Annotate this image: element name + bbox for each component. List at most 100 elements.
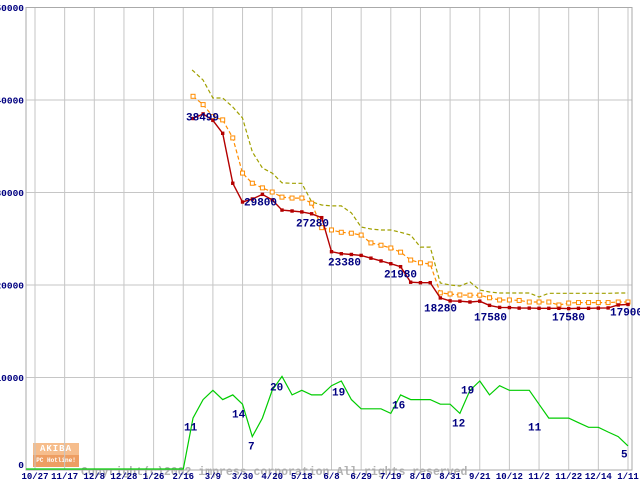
marker-average-price bbox=[427, 261, 433, 267]
marker-lowest-price bbox=[557, 306, 561, 311]
x-axis-tick-label: 8/10 bbox=[410, 472, 432, 480]
marker-lowest-price bbox=[191, 116, 195, 121]
logo-pc-hotline-text: PC Hotline! bbox=[33, 455, 79, 467]
shop-count-label: 11 bbox=[528, 423, 542, 435]
marker-lowest-price bbox=[448, 299, 452, 303]
marker-average-price bbox=[368, 240, 374, 246]
marker-average-price bbox=[467, 292, 473, 298]
x-axis-tick-label: 6/29 bbox=[350, 472, 372, 480]
marker-lowest-price bbox=[487, 303, 492, 308]
x-axis-tick-label: 1/26 bbox=[143, 472, 165, 480]
logo-akiba-text: AKIBA bbox=[33, 443, 79, 455]
marker-lowest-price bbox=[398, 264, 403, 269]
marker-average-price bbox=[240, 170, 246, 176]
shop-count-label: 20 bbox=[270, 383, 283, 395]
marker-lowest-price bbox=[329, 250, 334, 254]
x-axis-tick-label: 12/14 bbox=[585, 472, 613, 480]
series-shop-count bbox=[26, 375, 629, 470]
marker-average-price bbox=[299, 195, 305, 201]
marker-lowest-price bbox=[250, 197, 255, 201]
price-value-label: 27280 bbox=[296, 219, 329, 231]
shop-count-label: 12 bbox=[452, 419, 465, 431]
x-axis-tick-label: 10/27 bbox=[21, 472, 48, 480]
shop-count-label: 16 bbox=[392, 401, 405, 413]
marker-lowest-price bbox=[300, 210, 304, 214]
marker-lowest-price bbox=[418, 280, 423, 285]
x-axis-tick-label: 2/16 bbox=[172, 472, 194, 480]
marker-lowest-price bbox=[606, 306, 610, 310]
marker-lowest-price bbox=[290, 209, 294, 213]
y-axis-tick-label: 20000 bbox=[0, 281, 24, 292]
marker-average-price bbox=[200, 102, 206, 108]
x-axis-tick-label: 5/18 bbox=[291, 472, 313, 480]
x-axis-tick-label: 11/2 bbox=[528, 472, 550, 480]
marker-lowest-price bbox=[201, 112, 205, 116]
x-axis-tick-label: 3/30 bbox=[232, 472, 254, 480]
marker-average-price bbox=[388, 245, 394, 251]
marker-average-price bbox=[338, 229, 344, 235]
marker-lowest-price bbox=[369, 256, 373, 260]
shop-count-label: 19 bbox=[461, 386, 474, 398]
marker-lowest-price bbox=[458, 299, 462, 303]
y-axis-tick-label: 0 bbox=[18, 460, 24, 471]
marker-average-price bbox=[279, 194, 285, 200]
copyright-block: Copyright(c)2002 impress corporation All… bbox=[81, 444, 621, 480]
marker-average-price bbox=[437, 290, 443, 296]
marker-lowest-price bbox=[478, 299, 482, 303]
marker-average-price bbox=[220, 117, 226, 123]
copyright-line1: Copyright(c)2002 impress corporation All… bbox=[81, 466, 475, 479]
marker-lowest-price bbox=[349, 252, 354, 257]
marker-average-price bbox=[289, 195, 295, 201]
marker-average-price bbox=[230, 135, 236, 141]
marker-average-price bbox=[398, 249, 404, 255]
price-value-label: 18280 bbox=[424, 304, 457, 316]
marker-average-price bbox=[408, 257, 414, 263]
marker-lowest-price bbox=[576, 306, 581, 311]
marker-lowest-price bbox=[260, 192, 265, 197]
marker-average-price bbox=[329, 227, 334, 233]
shop-count-label: 7 bbox=[248, 442, 255, 454]
marker-lowest-price bbox=[616, 303, 620, 307]
price-value-label: 29800 bbox=[244, 198, 277, 210]
marker-lowest-price bbox=[339, 252, 343, 256]
marker-average-price bbox=[516, 297, 522, 303]
marker-lowest-price bbox=[468, 300, 472, 304]
x-axis-tick-label: 7/19 bbox=[380, 472, 402, 480]
shop-count-label: 19 bbox=[332, 388, 345, 400]
y-axis-tick-label: 40000 bbox=[0, 96, 24, 107]
x-axis-tick-label: 1/11 bbox=[617, 472, 639, 480]
marker-lowest-price bbox=[517, 306, 521, 310]
marker-lowest-price bbox=[527, 306, 531, 310]
marker-average-price bbox=[259, 185, 265, 191]
marker-lowest-price bbox=[320, 215, 324, 220]
shop-count-label: 5 bbox=[621, 450, 628, 462]
marker-lowest-price bbox=[231, 181, 235, 185]
marker-lowest-price bbox=[211, 118, 215, 123]
series-highest-price bbox=[191, 69, 628, 298]
marker-average-price bbox=[417, 260, 423, 266]
marker-average-price bbox=[358, 232, 364, 238]
marker-average-price bbox=[348, 230, 354, 236]
marker-lowest-price bbox=[408, 280, 413, 284]
y-axis-tick-label: 10000 bbox=[0, 373, 24, 384]
marker-lowest-price bbox=[567, 306, 571, 311]
x-axis-tick-label: 11/17 bbox=[51, 472, 78, 480]
marker-average-price bbox=[249, 180, 255, 186]
series-average-price bbox=[192, 95, 628, 306]
marker-lowest-price bbox=[428, 280, 432, 285]
marker-lowest-price bbox=[240, 200, 245, 204]
marker-lowest-price bbox=[270, 198, 274, 202]
x-axis-tick-label: 11/22 bbox=[555, 472, 582, 480]
marker-average-price bbox=[477, 292, 483, 298]
marker-average-price bbox=[457, 292, 463, 298]
marker-lowest-price bbox=[379, 259, 383, 263]
plot-border bbox=[25, 7, 633, 471]
marker-lowest-price bbox=[220, 131, 225, 135]
x-axis-tick-label: 4/20 bbox=[261, 472, 283, 480]
marker-lowest-price bbox=[586, 306, 591, 311]
x-axis-tick-label: 6/8 bbox=[323, 472, 339, 480]
marker-average-price bbox=[526, 299, 532, 305]
shop-count-label: 11 bbox=[184, 423, 198, 435]
